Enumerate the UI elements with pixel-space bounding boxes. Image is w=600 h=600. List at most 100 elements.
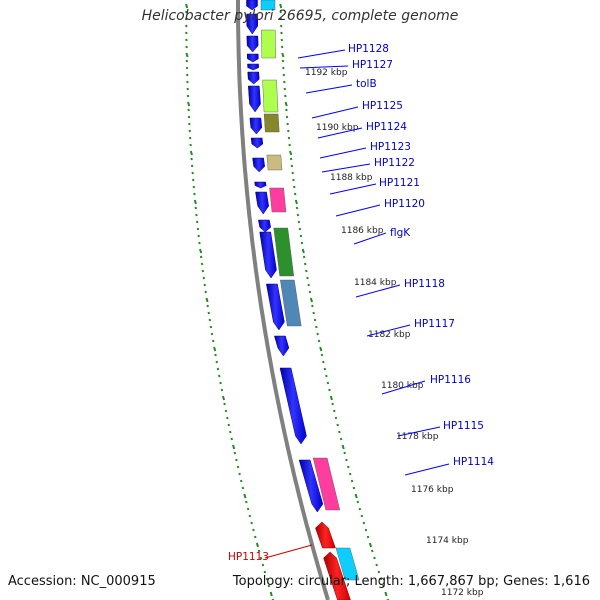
ruler-label: 1188 kbp xyxy=(330,173,373,183)
label-leader-line xyxy=(299,65,349,69)
cog-block xyxy=(273,227,294,277)
track-tick xyxy=(329,395,333,401)
ruler-label: 1184 kbp xyxy=(354,278,397,288)
ruler-label: 1186 kbp xyxy=(341,226,384,236)
gene-arrow-highlighted xyxy=(315,521,336,549)
track-tick xyxy=(280,31,283,35)
track-tick xyxy=(235,458,238,462)
track-tick xyxy=(185,31,188,35)
track-tick xyxy=(189,150,193,156)
track-tick xyxy=(236,465,240,469)
label-leader-line xyxy=(353,232,387,245)
gene-label-hp1121: HP1121 xyxy=(379,177,420,189)
track-tick xyxy=(267,584,271,588)
track-tick xyxy=(373,556,376,560)
track-tick xyxy=(307,283,310,287)
track-tick xyxy=(297,220,301,224)
track-tick xyxy=(326,381,330,385)
track-tick xyxy=(221,395,226,401)
track-tick xyxy=(279,3,283,9)
track-tick xyxy=(187,101,191,107)
ruler-label: 1176 kbp xyxy=(411,485,454,495)
track-tick xyxy=(246,507,250,511)
track-tick xyxy=(352,486,356,490)
track-tick xyxy=(220,388,224,392)
gene-arrow xyxy=(246,53,259,63)
track-tick xyxy=(309,297,313,303)
gene-arrow xyxy=(246,35,259,53)
gene-label-hp1120: HP1120 xyxy=(384,198,425,210)
track-tick xyxy=(287,136,291,140)
track-tick xyxy=(285,108,288,112)
track-tick xyxy=(286,122,289,126)
gene-label-hp1117: HP1117 xyxy=(414,318,455,330)
gene-label-flgk: flgK xyxy=(390,227,411,239)
track-tick xyxy=(187,115,191,119)
gene-label-hp1113: HP1113 xyxy=(228,551,269,563)
label-leader-line xyxy=(319,147,367,159)
track-tick xyxy=(185,3,189,9)
track-tick xyxy=(281,59,285,63)
gene-arrow xyxy=(250,137,264,149)
track-tick xyxy=(190,164,194,168)
track-tick xyxy=(322,360,325,364)
ruler-label: 1182 kbp xyxy=(368,330,411,340)
gene-arrow xyxy=(279,367,307,445)
track-tick xyxy=(210,332,214,336)
track-tick xyxy=(368,542,373,548)
track-tick xyxy=(371,549,374,553)
track-tick xyxy=(190,157,193,161)
gene-arrow xyxy=(255,191,269,215)
track-tick xyxy=(191,178,195,182)
cog-block xyxy=(262,79,279,113)
ruler-label: 1178 kbp xyxy=(396,432,439,442)
track-tick xyxy=(279,10,282,14)
track-tick xyxy=(354,493,358,499)
track-tick xyxy=(192,185,196,189)
label-leader-line xyxy=(321,163,371,173)
track-tick xyxy=(293,192,297,196)
gene-arrow xyxy=(258,219,271,233)
track-tick xyxy=(347,465,350,469)
track-tick xyxy=(300,241,304,245)
gene-label-hp1118: HP1118 xyxy=(404,278,445,290)
track-tick xyxy=(196,227,200,231)
track-tick xyxy=(289,157,293,161)
track-tick xyxy=(200,262,204,266)
track-tick xyxy=(261,563,265,567)
label-leader-line xyxy=(366,324,411,337)
gene-label-hp1125: HP1125 xyxy=(362,100,403,112)
track-tick xyxy=(208,318,212,322)
label-leader-line xyxy=(404,463,450,476)
track-tick xyxy=(201,269,205,273)
track-tick xyxy=(288,143,291,147)
label-leader-line xyxy=(305,84,353,94)
track-tick xyxy=(293,185,296,189)
track-tick xyxy=(362,521,366,525)
track-tick xyxy=(194,206,198,210)
ruler-label: 1172 kbp xyxy=(441,588,484,598)
gene-labels: HP1128 HP1127 tolB HP1125 HP1124 HP1123 HP1122… xyxy=(228,43,494,563)
track-tick xyxy=(320,353,324,357)
track-tick xyxy=(339,437,343,441)
ruler-label: 1180 kbp xyxy=(381,381,424,391)
gene-arrow xyxy=(249,117,263,135)
track-tick xyxy=(283,87,287,91)
track-tick xyxy=(345,458,348,462)
track-tick xyxy=(283,80,286,84)
track-tick xyxy=(364,528,368,532)
track-tick xyxy=(280,45,284,49)
gene-arrow xyxy=(254,181,267,189)
track-tick xyxy=(186,87,189,91)
track-tick xyxy=(298,227,302,231)
track-tick xyxy=(199,255,203,259)
track-tick xyxy=(230,437,234,441)
track-tick xyxy=(311,304,314,308)
track-tick xyxy=(303,262,307,266)
track-tick xyxy=(186,80,189,84)
track-tick xyxy=(296,213,300,217)
track-tick xyxy=(259,556,263,560)
cog-block xyxy=(280,279,302,327)
ruler-label: 1192 kbp xyxy=(305,68,348,78)
ruler-label: 1190 kbp xyxy=(316,123,359,133)
